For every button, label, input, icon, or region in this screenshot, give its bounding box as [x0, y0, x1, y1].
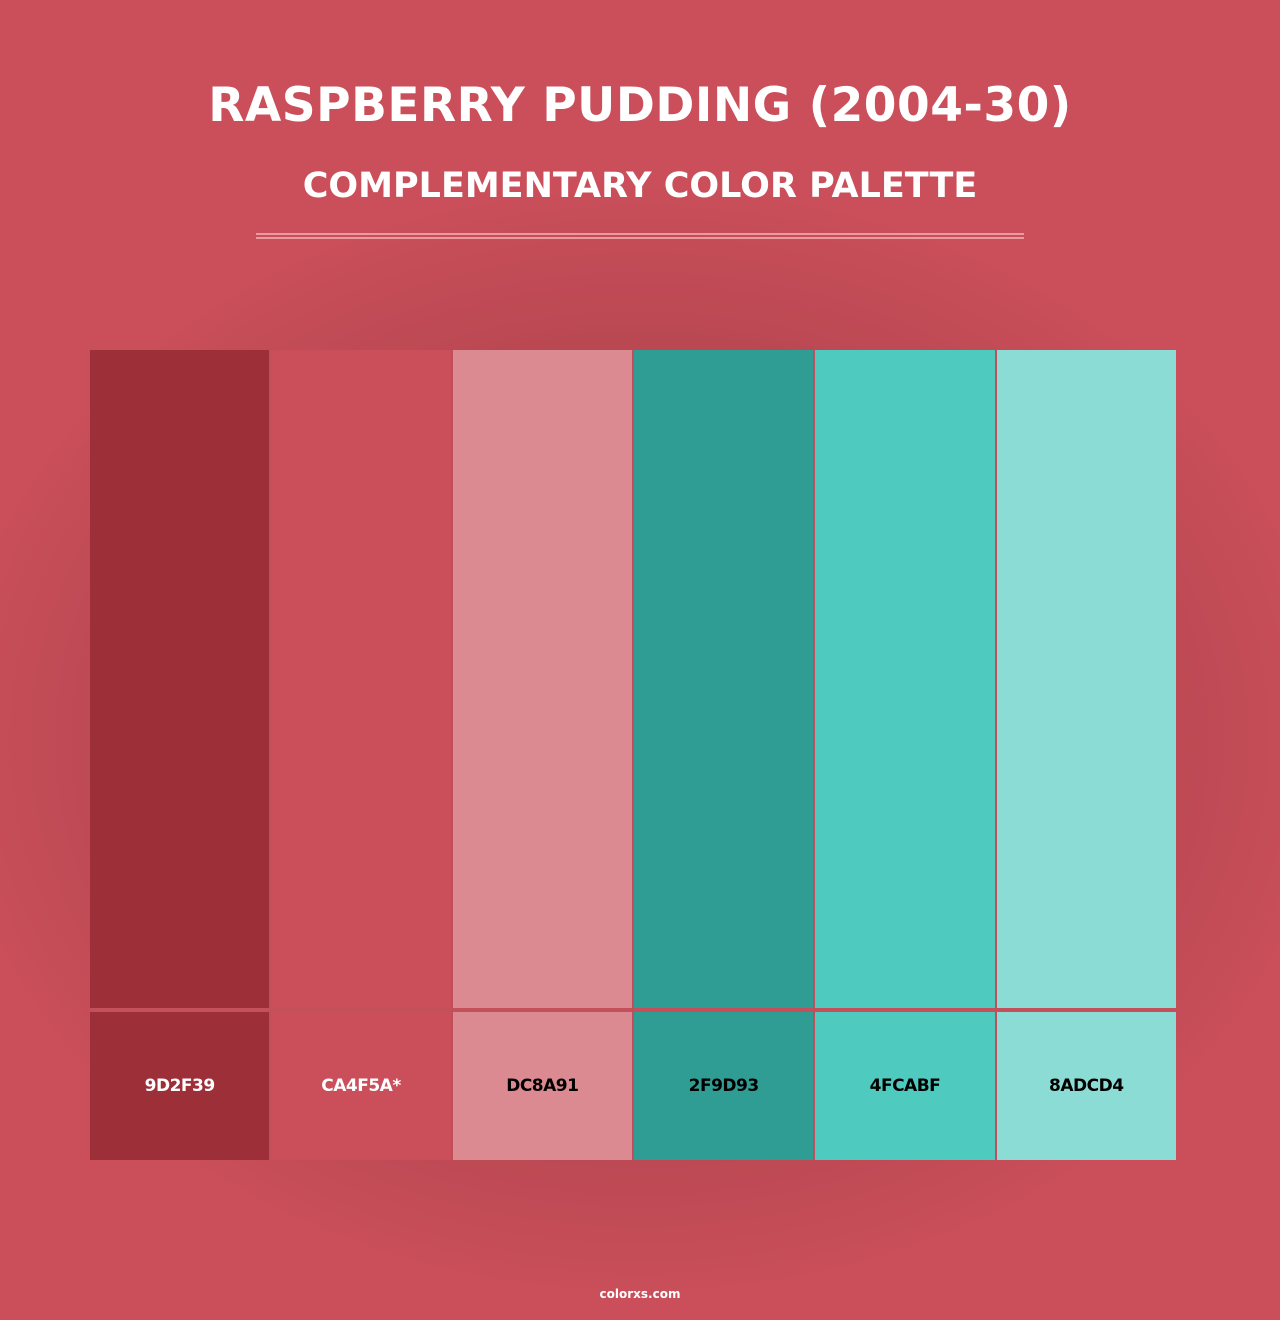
color-swatch[interactable] [996, 350, 1176, 1008]
color-swatch[interactable] [815, 350, 995, 1008]
swatch-separator [996, 1008, 1176, 1012]
swatch-separator [815, 1008, 995, 1012]
swatch-separator [271, 1008, 451, 1012]
color-swatch[interactable] [90, 350, 270, 1008]
page-title: RASPBERRY PUDDING (2004-30) [208, 78, 1072, 133]
color-swatch[interactable] [271, 350, 451, 1008]
color-swatch[interactable] [633, 350, 814, 1008]
swatch-separator [633, 1008, 814, 1012]
palette-column: DC8A91 [452, 350, 632, 1160]
hex-label[interactable]: 4FCABF [815, 1012, 995, 1160]
hex-label[interactable]: 8ADCD4 [996, 1012, 1176, 1160]
divider-line-bottom [256, 237, 1024, 239]
hex-label[interactable]: CA4F5A* [271, 1012, 451, 1160]
hex-label[interactable]: DC8A91 [452, 1012, 632, 1160]
footer-site-link[interactable]: colorxs.com [599, 1287, 681, 1301]
swatch-separator [452, 1008, 632, 1012]
divider-line-top [256, 233, 1024, 235]
page-subtitle: COMPLEMENTARY COLOR PALETTE [302, 166, 978, 206]
hex-label[interactable]: 9D2F39 [90, 1012, 270, 1160]
color-palette: 9D2F39 CA4F5A* DC8A91 2F9D93 4FCABF 8ADC… [90, 350, 1176, 1160]
swatch-separator [90, 1008, 270, 1012]
palette-column: CA4F5A* [271, 350, 451, 1160]
color-swatch[interactable] [452, 350, 632, 1008]
palette-column: 2F9D93 [633, 350, 814, 1160]
palette-column: 9D2F39 [90, 350, 270, 1160]
palette-column: 8ADCD4 [996, 350, 1176, 1160]
hex-label[interactable]: 2F9D93 [633, 1012, 814, 1160]
palette-column: 4FCABF [815, 350, 995, 1160]
